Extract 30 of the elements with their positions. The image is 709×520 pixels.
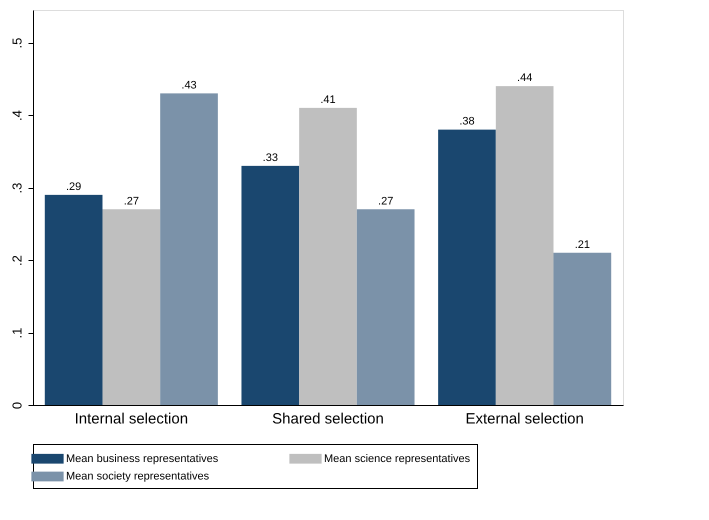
bar — [356, 209, 415, 405]
y-tick-label: .1 — [10, 328, 24, 338]
data-label: .27 — [124, 195, 139, 208]
x-tick-label: Shared selection — [272, 410, 384, 428]
bar — [241, 166, 300, 405]
data-label: .29 — [66, 180, 82, 193]
data-label: .44 — [517, 72, 532, 84]
bar — [160, 93, 218, 405]
bar — [299, 108, 357, 405]
data-label: .21 — [574, 238, 590, 251]
bar — [438, 130, 496, 405]
y-tick-label: .3 — [10, 182, 24, 194]
data-label: .38 — [459, 116, 475, 128]
data-label: .27 — [378, 195, 394, 208]
y-tick-label: 0 — [10, 402, 24, 410]
data-label: .41 — [320, 94, 336, 106]
data-label: .43 — [181, 79, 197, 92]
legend-label: Mean business representatives — [66, 452, 219, 465]
y-tick-label: .4 — [10, 110, 24, 122]
bar — [496, 86, 554, 405]
x-tick-label: External selection — [465, 410, 584, 428]
bar — [44, 194, 102, 405]
x-tick-label: Internal selection — [74, 410, 188, 428]
bar — [102, 209, 160, 405]
y-tick-label: .2 — [10, 255, 24, 266]
y-tick-label: .5 — [10, 38, 24, 49]
data-label: .33 — [262, 152, 278, 164]
bar — [554, 252, 612, 405]
legend-label: Mean society representatives — [66, 470, 210, 482]
legend-label: Mean science representatives — [324, 452, 471, 465]
